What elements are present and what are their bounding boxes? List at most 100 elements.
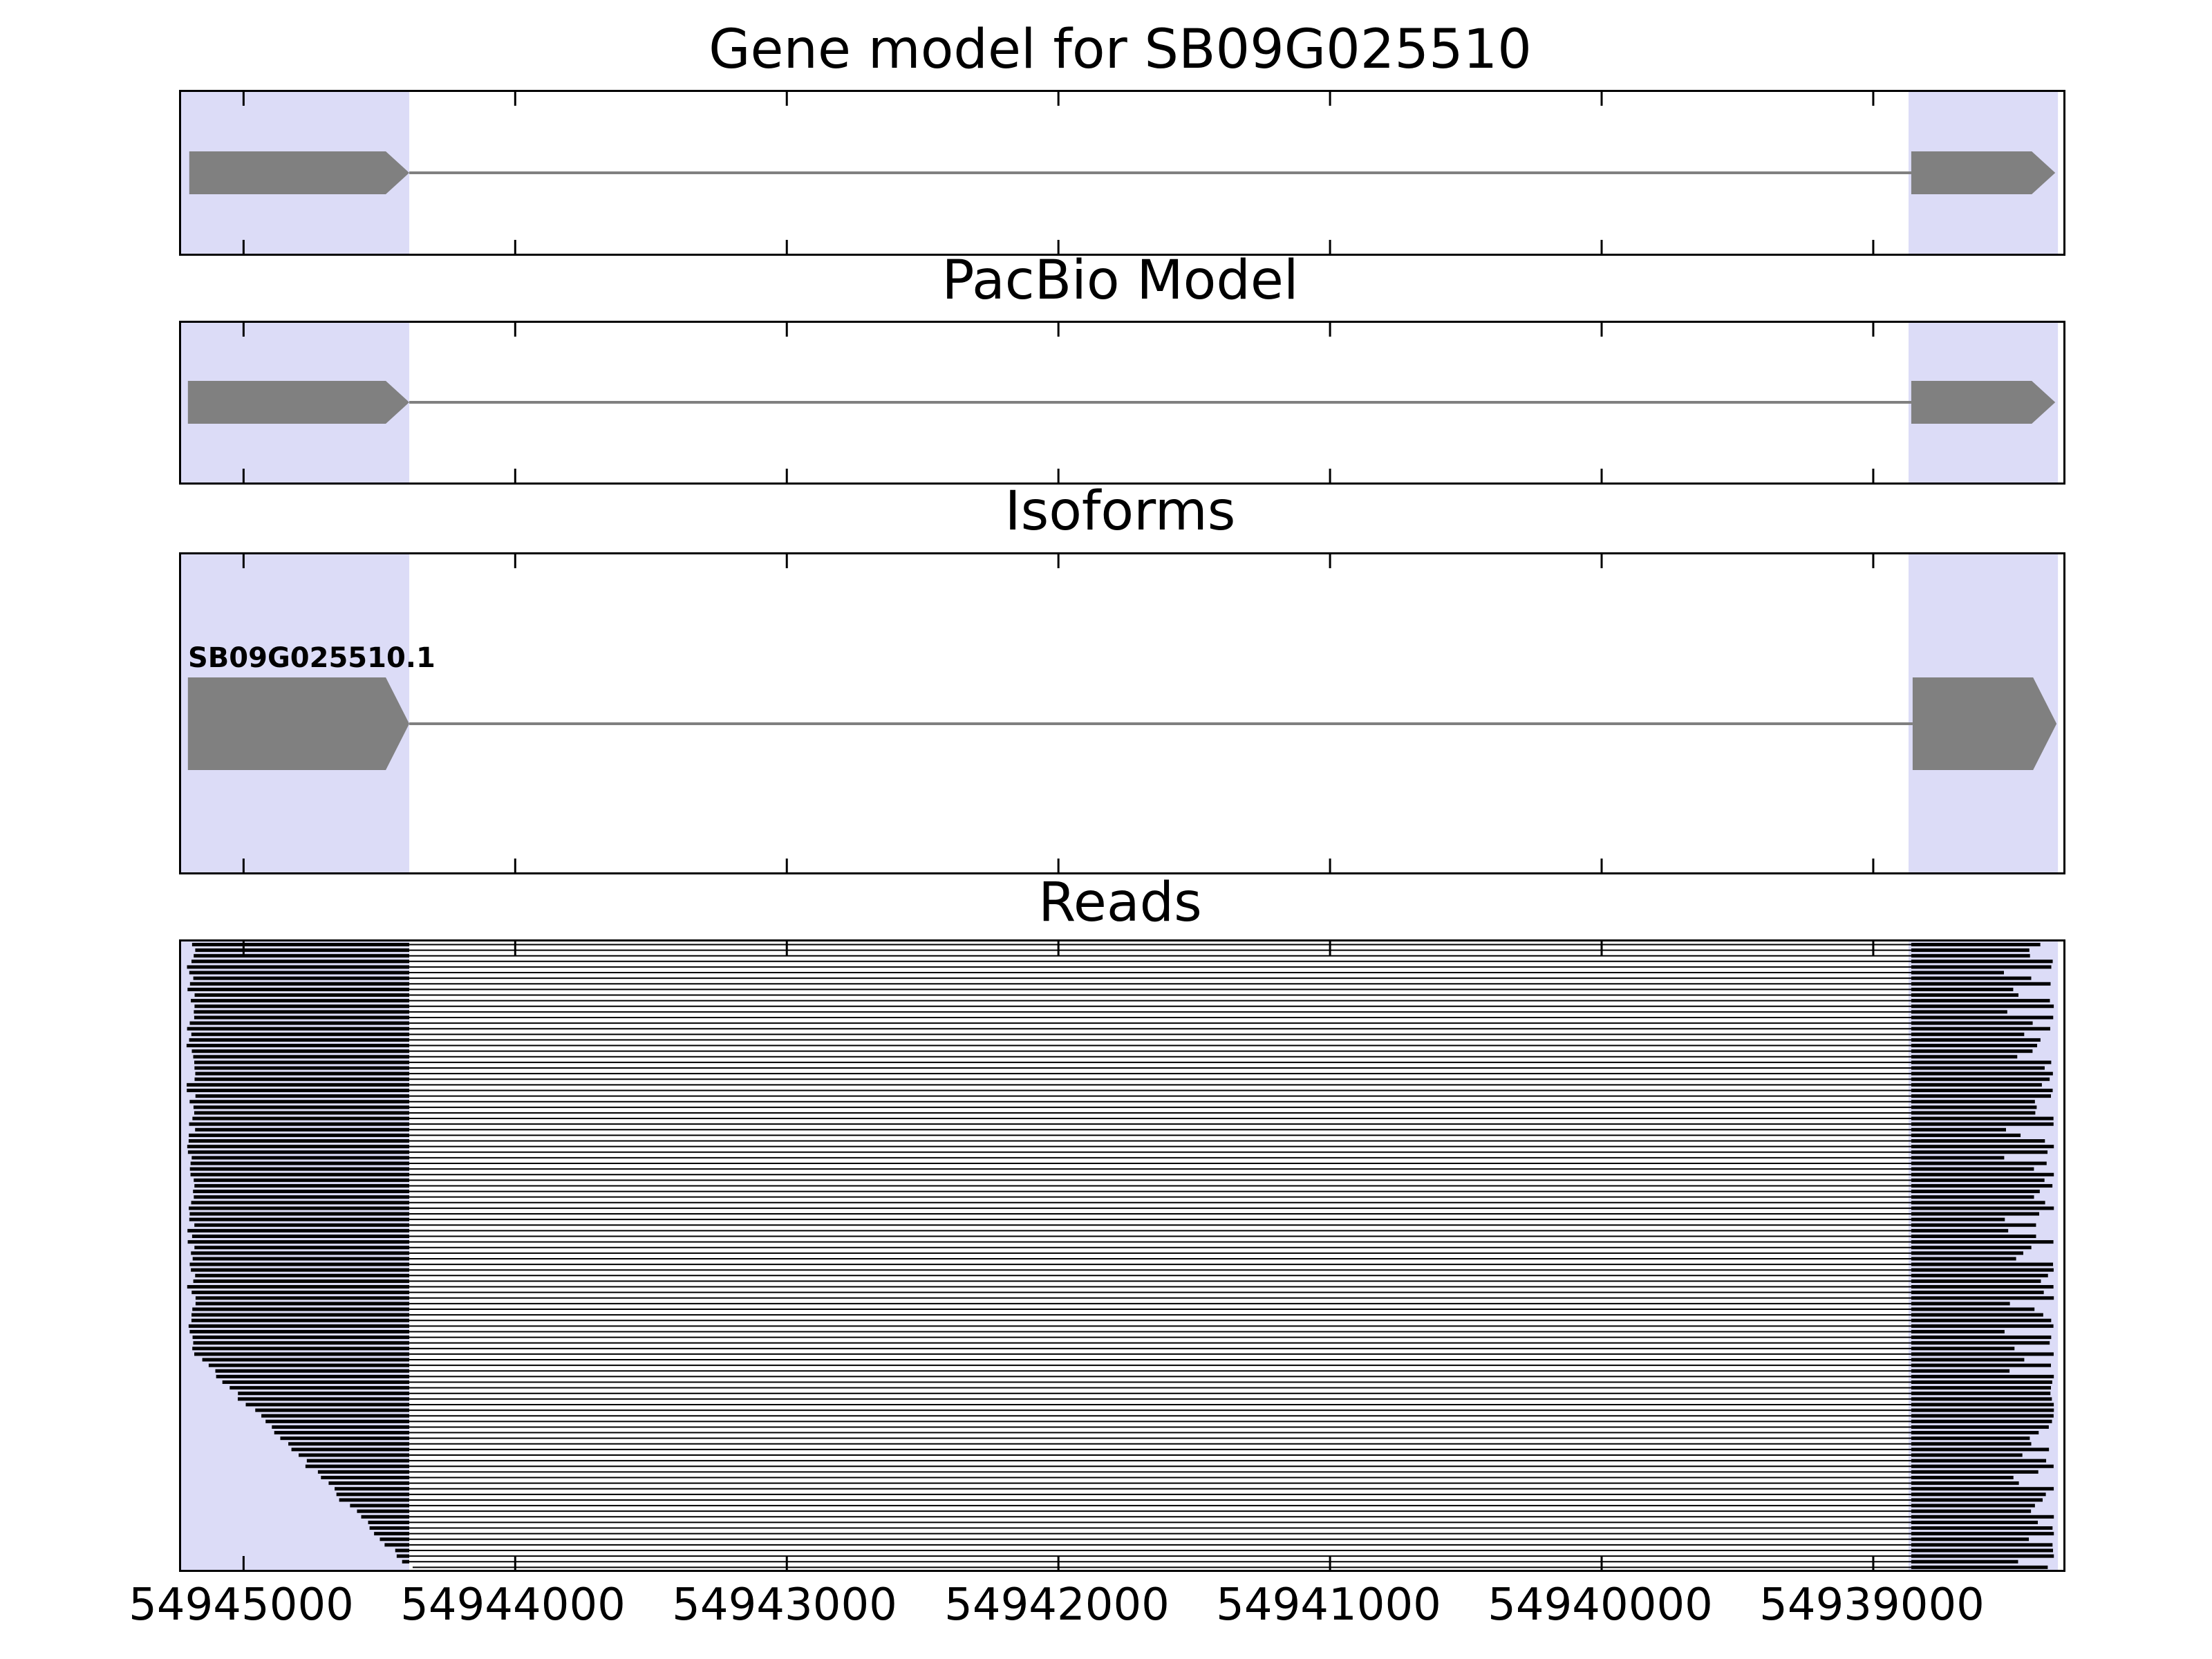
read-exon-right xyxy=(1911,1178,2045,1182)
read-exon-right xyxy=(1911,971,2004,975)
read-exon-right xyxy=(1911,1195,2034,1199)
read-exon-right xyxy=(1911,1520,2038,1524)
read-exon-left xyxy=(186,1044,410,1048)
read-exon-right xyxy=(1911,1503,2035,1508)
read-exon-left xyxy=(288,1442,410,1446)
read-exon-right xyxy=(1911,1021,2033,1025)
read-exon-left xyxy=(195,948,410,953)
read-exon-left xyxy=(188,1324,410,1328)
read-exon-right xyxy=(1911,1190,2040,1194)
read-exon-right xyxy=(1911,1183,2053,1188)
read-exon-left xyxy=(369,1526,410,1530)
read-exon-left xyxy=(194,1060,410,1065)
read-exon-left xyxy=(229,1386,410,1390)
read-exon-right xyxy=(1911,1145,2054,1149)
read-exon-left xyxy=(194,1178,410,1182)
read-exon-left xyxy=(245,1403,410,1407)
read-exon-left xyxy=(189,1206,410,1210)
read-exon-left xyxy=(189,982,410,986)
x-tick-label: 54941000 xyxy=(1216,1580,1441,1631)
exon-arrow xyxy=(1911,151,2056,194)
read-exon-right xyxy=(1911,954,2030,958)
read-exon-right xyxy=(1911,1526,2053,1530)
read-exon-left xyxy=(194,1066,410,1070)
read-exon-right xyxy=(1911,1285,2054,1289)
panel-title-reads: Reads xyxy=(1038,872,1202,934)
exon-arrow xyxy=(1911,381,2056,424)
read-exon-left xyxy=(187,1285,410,1289)
read-exon-right xyxy=(1911,1442,2032,1446)
read-exon-right xyxy=(1911,1044,2038,1048)
read-exon-left xyxy=(187,987,410,991)
read-exon-left xyxy=(317,1470,410,1474)
read-exon-right xyxy=(1911,1548,2054,1553)
read-exon-left xyxy=(194,1004,410,1009)
read-exon-right xyxy=(1911,1038,2041,1042)
read-exon-right xyxy=(1911,1201,2045,1205)
read-exon-right xyxy=(1911,1273,2048,1277)
read-exon-left xyxy=(191,1318,410,1322)
read-exon-right xyxy=(1911,1374,2054,1378)
read-exon-right xyxy=(1911,1262,2054,1266)
read-exon-left xyxy=(187,1088,410,1092)
read-exon-right xyxy=(1911,965,2052,969)
read-exon-right xyxy=(1911,1133,2021,1137)
read-exon-left xyxy=(194,1015,410,1020)
read-exon-left xyxy=(339,1498,410,1502)
read-exon-right xyxy=(1911,1509,2032,1513)
read-exon-right xyxy=(1911,1122,2054,1126)
read-exon-right xyxy=(1911,1066,2045,1070)
read-exon-left xyxy=(191,942,410,946)
read-exon-left xyxy=(321,1475,410,1480)
exon-arrow xyxy=(189,151,410,194)
read-exon-right xyxy=(1911,1150,2048,1154)
read-exon-right xyxy=(1911,1554,2054,1558)
read-exon-left xyxy=(187,1228,410,1232)
read-exon-right xyxy=(1911,1481,2019,1485)
read-exon-right xyxy=(1911,1341,2050,1345)
read-exon-right xyxy=(1911,1291,2044,1295)
read-exon-right xyxy=(1911,1100,2035,1104)
read-exon-right xyxy=(1911,1498,2043,1502)
read-exon-right xyxy=(1911,1172,2054,1177)
read-exon-left xyxy=(191,1201,410,1205)
read-exon-right xyxy=(1911,1397,2052,1401)
read-exon-left xyxy=(274,1431,410,1435)
read-exon-right xyxy=(1911,1447,2050,1452)
read-exon-right xyxy=(1911,1217,2005,1221)
read-exon-left xyxy=(187,1240,410,1244)
read-exon-right xyxy=(1911,1459,2047,1463)
read-exon-left xyxy=(237,1397,410,1401)
read-exon-left xyxy=(190,1161,410,1165)
read-exon-right xyxy=(1911,1088,2053,1092)
read-exon-right xyxy=(1911,1060,2052,1065)
read-exon-left xyxy=(192,1307,410,1311)
read-exon-right xyxy=(1911,1470,2038,1474)
read-exon-right xyxy=(1911,999,2050,1003)
read-exon-right xyxy=(1911,1475,2014,1480)
read-exon-left xyxy=(191,999,410,1003)
read-exon-left xyxy=(193,976,410,980)
read-exon-left xyxy=(187,1150,410,1154)
read-exon-left xyxy=(238,1391,410,1396)
read-exon-right xyxy=(1911,1268,2054,1272)
read-exon-left xyxy=(361,1515,410,1519)
read-exon-right xyxy=(1911,1071,2053,1076)
read-exon-right xyxy=(1911,987,2014,991)
panel-title-pacbio-model: PacBio Model xyxy=(941,250,1299,312)
read-exon-left xyxy=(193,1190,410,1194)
isoform-label: SB09G025510.1 xyxy=(188,642,435,674)
read-exon-left xyxy=(188,1139,410,1143)
read-exon-right xyxy=(1911,1419,2052,1423)
read-exon-left xyxy=(191,1251,410,1255)
read-exon-right xyxy=(1911,1167,2034,1171)
read-exon-right xyxy=(1911,1380,2052,1385)
exon-arrow xyxy=(187,677,410,770)
read-exon-left xyxy=(384,1543,410,1547)
read-exon-left xyxy=(379,1537,410,1541)
read-exon-right xyxy=(1911,1532,2054,1536)
read-exon-left xyxy=(189,1038,410,1042)
read-exon-left xyxy=(191,1049,410,1053)
read-exon-right xyxy=(1911,982,2051,986)
read-exon-left xyxy=(194,1183,410,1188)
